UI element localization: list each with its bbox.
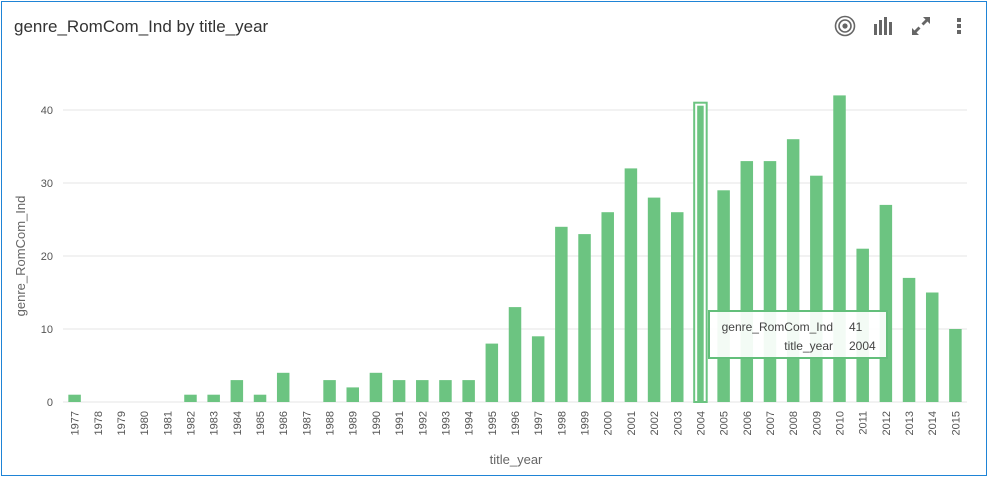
y-axis-title: genre_RomCom_Ind (13, 196, 28, 317)
bar (439, 380, 452, 402)
bar (207, 394, 220, 402)
x-tick-label: 1991 (394, 411, 406, 435)
x-tick-label: 2010 (835, 411, 847, 435)
bar (949, 329, 962, 402)
y-tick-label: 10 (41, 324, 53, 336)
bar (184, 394, 197, 402)
x-tick-label: 1992 (417, 411, 429, 435)
bar (508, 307, 522, 402)
bar (647, 197, 661, 402)
bar (578, 234, 591, 402)
x-tick-label: 1990 (371, 411, 383, 435)
x-tick-label: 2005 (719, 411, 731, 435)
x-tick-label: 1983 (209, 411, 221, 435)
x-tick-label: 1986 (278, 411, 290, 435)
bar (485, 343, 499, 402)
bar (902, 277, 916, 402)
x-axis-title: title_year (490, 452, 543, 467)
x-tick-label: 1984 (232, 411, 244, 435)
y-tick-label: 0 (47, 397, 53, 409)
x-tick-label: 1978 (93, 411, 105, 435)
x-tick-label: 1988 (325, 411, 337, 435)
bar (253, 394, 267, 402)
x-tick-label: 1979 (116, 411, 128, 435)
bar (230, 380, 244, 402)
x-tick-label: 2004 (695, 411, 707, 435)
bar-chart-icon[interactable] (868, 12, 898, 40)
bar (697, 105, 704, 402)
x-tick-label: 2000 (603, 411, 615, 435)
x-tick-label: 1993 (440, 411, 452, 435)
tooltip-series-value: 41 (849, 320, 863, 334)
tooltip-series-row: genre_RomCom_Ind 41 (710, 320, 886, 336)
bar (276, 372, 290, 402)
bar (810, 175, 823, 402)
bar (717, 190, 730, 402)
x-tick-label: 1999 (580, 411, 592, 435)
x-tick-label: 2012 (881, 411, 893, 435)
x-tick-label: 2009 (811, 411, 823, 435)
bar (323, 380, 336, 402)
bar (763, 161, 777, 402)
bar (369, 372, 383, 402)
x-tick-label: 2001 (626, 411, 638, 435)
more-vertical-icon[interactable] (944, 12, 974, 40)
x-tick-label: 2015 (950, 411, 962, 435)
x-tick-label: 1994 (464, 411, 476, 435)
tooltip-x-label: title_year (784, 339, 833, 353)
bar (531, 336, 545, 402)
tooltip-series-label: genre_RomCom_Ind (721, 320, 833, 334)
chart-title: genre_RomCom_Ind by title_year (14, 17, 269, 36)
bar (671, 212, 684, 402)
x-tick-label: 1998 (556, 411, 568, 435)
target-icon[interactable] (830, 12, 860, 40)
x-tick-label: 2014 (927, 411, 939, 435)
bar (925, 292, 939, 402)
x-tick-label: 1995 (487, 411, 499, 435)
bar (879, 204, 893, 402)
y-tick-label: 20 (41, 251, 53, 263)
chart-toolbar (822, 12, 974, 40)
tooltip-x-row: title_year 2004 (710, 339, 886, 355)
x-tick-label: 2003 (672, 411, 684, 435)
x-tick-label: 1977 (70, 411, 82, 435)
x-tick-label: 2011 (858, 411, 870, 435)
bar (346, 387, 359, 402)
x-tick-label: 1982 (185, 411, 197, 435)
bar (601, 212, 614, 402)
x-tick-label: 2006 (742, 411, 754, 435)
x-tick-label: 2013 (904, 411, 916, 435)
bar (68, 394, 81, 402)
tooltip-x-value: 2004 (849, 339, 876, 353)
expand-icon[interactable] (906, 12, 936, 40)
bar (416, 380, 429, 402)
x-tick-label: 1996 (510, 411, 522, 435)
x-tick-label: 2008 (788, 411, 800, 435)
bar (555, 226, 568, 402)
x-tick-label: 1987 (301, 411, 313, 435)
bar (392, 380, 406, 402)
bar (462, 380, 475, 402)
y-tick-label: 40 (41, 105, 53, 117)
x-tick-label: 2002 (649, 411, 661, 435)
bar (740, 161, 754, 402)
x-tick-label: 1981 (162, 411, 174, 435)
bar (786, 139, 800, 402)
chart-tooltip: genre_RomCom_Ind 41 title_year 2004 (708, 310, 888, 359)
y-tick-label: 30 (41, 178, 53, 190)
bar (624, 168, 638, 402)
x-tick-label: 2007 (765, 411, 777, 435)
x-tick-label: 1989 (348, 411, 360, 435)
x-tick-label: 1997 (533, 411, 545, 435)
x-tick-label: 1985 (255, 411, 267, 435)
x-tick-label: 1980 (139, 411, 151, 435)
